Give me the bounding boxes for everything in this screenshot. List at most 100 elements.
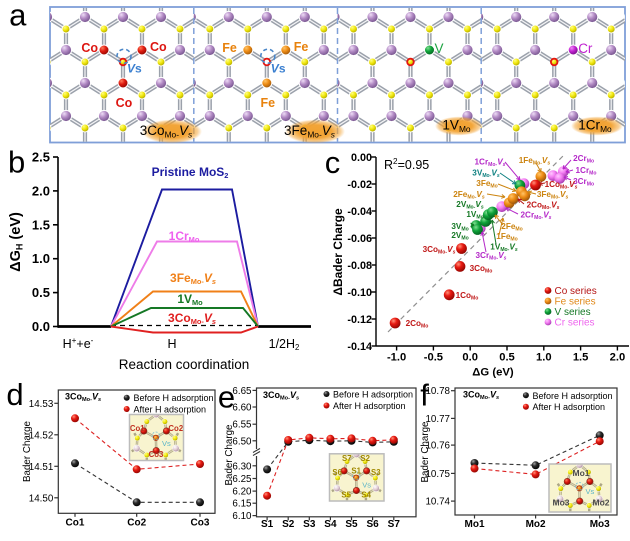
svg-text:6.30: 6.30: [232, 461, 252, 472]
svg-text:S4: S4: [361, 490, 371, 499]
svg-text:3CrMo: 3CrMo: [573, 177, 594, 188]
svg-text:Mo3: Mo3: [590, 519, 610, 530]
svg-text:14.53: 14.53: [29, 399, 54, 410]
svg-text:6.50: 6.50: [232, 436, 252, 447]
svg-text:S2: S2: [360, 454, 370, 463]
svg-text:V: V: [435, 41, 444, 56]
svg-text:Co: Co: [116, 96, 133, 110]
svg-text:V series: V series: [555, 307, 591, 318]
svg-text:Fe series: Fe series: [555, 297, 596, 308]
svg-text:S6: S6: [366, 519, 379, 530]
svg-text:6.55: 6.55: [232, 420, 252, 431]
svg-text:6.65: 6.65: [232, 386, 252, 397]
svg-text:Co2: Co2: [168, 424, 183, 433]
svg-text:10.75: 10.75: [425, 469, 450, 480]
svg-text:2VMo-Vs: 2VMo-Vs: [456, 200, 484, 211]
svg-text:3CoMo-Vs: 3CoMo-Vs: [168, 311, 216, 326]
svg-text:3VMo: 3VMo: [451, 222, 468, 233]
svg-text:6.10: 6.10: [232, 511, 252, 522]
svg-text:0.5: 0.5: [32, 285, 50, 300]
svg-text:Before H adsorption: Before H adsorption: [134, 393, 214, 403]
svg-text:2.5: 2.5: [32, 150, 50, 165]
svg-text:1VMo-Vs: 1VMo-Vs: [490, 243, 518, 254]
svg-text:Cr: Cr: [578, 41, 593, 56]
svg-text:0.0: 0.0: [462, 352, 478, 364]
svg-text:S6: S6: [332, 468, 342, 477]
svg-text:ΔG (eV): ΔG (eV): [472, 367, 514, 379]
svg-text:Vs: Vs: [127, 62, 142, 76]
svg-text:-0.10: -0.10: [347, 287, 372, 299]
svg-text:Vs: Vs: [586, 487, 595, 496]
svg-text:Mo1: Mo1: [573, 468, 590, 478]
svg-text:6.25: 6.25: [232, 474, 252, 485]
svg-text:After H adsorption: After H adsorption: [333, 401, 406, 411]
svg-text:Co series: Co series: [555, 286, 597, 297]
svg-text:e: e: [218, 380, 235, 415]
svg-text:3FeMo-Vs: 3FeMo-Vs: [284, 123, 336, 139]
svg-text:-0.06: -0.06: [347, 233, 372, 245]
svg-text:Before H adsorption: Before H adsorption: [333, 390, 413, 400]
svg-text:2CoMo: 2CoMo: [406, 319, 429, 330]
svg-text:S3: S3: [303, 519, 316, 530]
svg-text:1FeMo-Vs: 1FeMo-Vs: [519, 156, 551, 167]
svg-text:1CrMo-Vs: 1CrMo-Vs: [474, 158, 505, 169]
svg-text:2VMo: 2VMo: [451, 231, 468, 242]
svg-text:1VMo: 1VMo: [177, 292, 203, 307]
svg-text:14.51: 14.51: [29, 462, 54, 473]
svg-text:6.60: 6.60: [232, 403, 252, 414]
svg-text:-0.5: -0.5: [424, 352, 443, 364]
svg-text:S4: S4: [324, 519, 337, 530]
svg-text:Bader Charge: Bader Charge: [224, 424, 235, 486]
svg-text:1CrMo: 1CrMo: [169, 229, 200, 244]
svg-text:ΔGH (eV): ΔGH (eV): [8, 212, 25, 272]
svg-text:10.78: 10.78: [425, 386, 450, 397]
svg-text:Fe: Fe: [222, 41, 237, 55]
svg-text:Vs: Vs: [271, 62, 286, 76]
svg-text:S1: S1: [261, 519, 274, 530]
svg-text:a: a: [9, 0, 27, 33]
svg-text:3CoMo-Vs: 3CoMo-Vs: [463, 390, 499, 402]
svg-text:S5: S5: [341, 490, 351, 499]
svg-text:-0.14: -0.14: [347, 341, 372, 353]
svg-text:H: H: [167, 337, 176, 351]
svg-text:14.52: 14.52: [29, 430, 54, 441]
svg-text:H++e-: H++e-: [63, 336, 94, 351]
svg-text:-0.08: -0.08: [347, 260, 372, 272]
svg-text:0.5: 0.5: [499, 352, 515, 364]
svg-text:1VMo: 1VMo: [442, 118, 470, 134]
svg-text:ΔBader Charge: ΔBader Charge: [331, 208, 345, 296]
svg-text:After H adsorption: After H adsorption: [533, 402, 606, 412]
svg-text:2CoMo-Vs: 2CoMo-Vs: [527, 201, 560, 212]
svg-text:Mo2: Mo2: [593, 498, 610, 508]
svg-text:0.0: 0.0: [32, 319, 50, 334]
svg-text:-0.04: -0.04: [347, 206, 372, 218]
svg-text:2FeMo-Vs: 2FeMo-Vs: [453, 190, 485, 201]
svg-text:Co3: Co3: [149, 450, 164, 459]
svg-text:Co: Co: [150, 40, 167, 54]
svg-text:1CrMo: 1CrMo: [578, 118, 612, 134]
svg-text:S7: S7: [388, 519, 401, 530]
svg-text:3FeMo-Vs: 3FeMo-Vs: [537, 190, 569, 201]
svg-text:1.5: 1.5: [573, 352, 589, 364]
svg-text:-1.0: -1.0: [387, 352, 406, 364]
svg-text:S7: S7: [342, 454, 352, 463]
svg-text:2.0: 2.0: [610, 352, 626, 364]
svg-text:Mo3: Mo3: [553, 498, 570, 508]
svg-text:S5: S5: [345, 519, 358, 530]
svg-text:3CoMo-Vs: 3CoMo-Vs: [423, 245, 456, 256]
svg-text:10.76: 10.76: [425, 441, 450, 452]
svg-text:b: b: [8, 145, 25, 180]
svg-text:c: c: [325, 145, 341, 180]
svg-text:2CrMo-Vs: 2CrMo-Vs: [520, 211, 551, 222]
svg-text:R2=0.95: R2=0.95: [384, 157, 429, 172]
svg-text:Mo2: Mo2: [526, 519, 546, 530]
svg-text:3CoMo-Vs: 3CoMo-Vs: [140, 123, 193, 139]
svg-text:1.5: 1.5: [32, 217, 50, 232]
svg-text:1.0: 1.0: [536, 352, 552, 364]
svg-text:After H adsorption: After H adsorption: [134, 405, 207, 415]
svg-text:0.00: 0.00: [351, 152, 372, 164]
svg-text:S1: S1: [351, 466, 361, 475]
svg-text:2.0: 2.0: [32, 183, 50, 198]
svg-text:Before H adsorption: Before H adsorption: [533, 391, 613, 401]
svg-text:Bader Charge: Bader Charge: [22, 420, 33, 482]
